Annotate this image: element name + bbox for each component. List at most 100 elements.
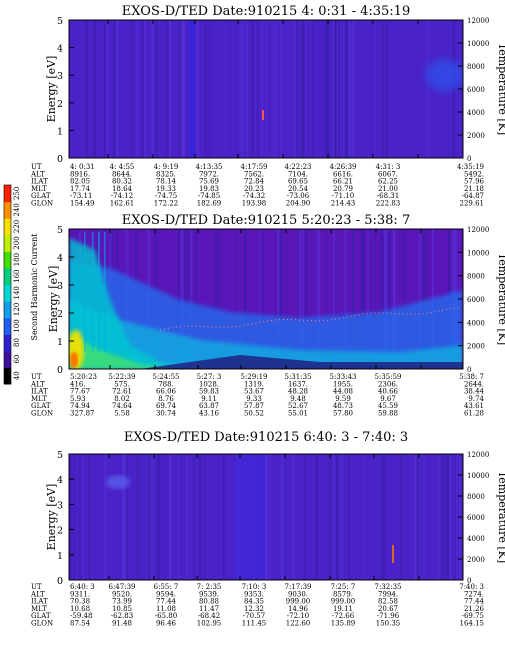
orbit-cell: 91.48: [112, 620, 132, 628]
orbit-cell: 48.28: [288, 388, 308, 396]
intensity-streak: [193, 454, 195, 580]
orbit-cell: 40.66: [378, 388, 399, 396]
intensity-streak: [381, 20, 384, 158]
orbit-cell: 17.74: [70, 185, 91, 193]
orbit-cell: 57.87: [244, 402, 264, 410]
intensity-streak: [181, 229, 184, 369]
intensity-region-green: [69, 330, 180, 369]
intensity-streak: [251, 20, 254, 158]
orbit-cell: 8644.: [112, 170, 132, 178]
spectrogram-panel-3: EXOS-D/TED Date:910215 6:40: 3 - 7:40: 3…: [30, 430, 505, 628]
orbit-cell: 214.43: [331, 200, 356, 208]
orbit-cell: 48.73: [333, 402, 353, 410]
orbit-cell: 11.47: [199, 605, 219, 613]
y2-axis-label: Temperature [K]: [496, 253, 505, 345]
y2-tick-label: 2000: [467, 556, 485, 564]
orbit-cell: 7562.: [244, 170, 264, 178]
intensity-streak: [276, 20, 278, 158]
orbit-cell: 53.67: [244, 388, 264, 396]
orbit-cell: 62.25: [378, 178, 398, 186]
y-tick-label: 0: [57, 154, 63, 165]
intensity-streak: [169, 454, 172, 580]
orbit-cell: 6067.: [378, 170, 398, 178]
orbit-cell: 63.87: [199, 402, 219, 410]
intensity-streak: [150, 454, 153, 580]
orbit-cell: -62.83: [111, 612, 133, 620]
intensity-streak: [325, 229, 328, 369]
orbit-cell: 7972.: [199, 170, 219, 178]
intensity-streak: [296, 20, 299, 158]
intensity-spot: [262, 110, 264, 120]
orbit-cell: 7994.: [378, 590, 398, 598]
orbit-cell: 14.96: [288, 605, 309, 613]
intensity-streak: [106, 20, 109, 158]
orbit-cell: 9.11: [201, 395, 217, 403]
orbit-cell: 154.49: [70, 200, 95, 208]
intensity-peak-orange: [70, 352, 78, 368]
intensity-streak: [157, 20, 160, 158]
intensity-streak: [145, 454, 149, 580]
orbit-cell: -73.11: [70, 192, 92, 200]
orbit-cell: 4: 4:55: [110, 163, 135, 171]
y2-tick-label: 0: [467, 155, 471, 163]
orbit-cell: 999.00: [331, 598, 356, 606]
y-tick-label: 0: [57, 365, 63, 376]
orbit-cell: 80.32: [112, 178, 132, 186]
intensity-streak: [182, 20, 185, 158]
orbit-row-label: ILAT: [31, 178, 48, 186]
orbit-cell: 59.83: [199, 388, 219, 396]
orbit-row-label: UT: [31, 583, 42, 591]
orbit-cell: 19.11: [333, 605, 353, 613]
intensity-streak: [265, 454, 268, 580]
orbit-cell: 222.83: [376, 200, 401, 208]
orbit-cell: 18.64: [112, 185, 133, 193]
orbit-cell: 21.00: [378, 185, 398, 193]
y2-tick-label: 8000: [467, 273, 485, 281]
colorbar-tick-label: 140: [13, 286, 21, 299]
spectrogram-field: [69, 454, 462, 580]
orbit-row-label: ILAT: [31, 388, 48, 396]
orbit-cell: 6:47:39: [109, 583, 136, 591]
intensity-streak: [233, 20, 236, 158]
y-tick-label: 5: [57, 450, 63, 461]
orbit-cell: -72.10: [287, 612, 309, 620]
orbit-cell: 74.94: [70, 402, 91, 410]
intensity-streak: [329, 454, 332, 580]
intensity-streak: [178, 229, 180, 369]
spectrogram-field: [85, 20, 463, 158]
intensity-streak: [382, 454, 386, 580]
intensity-streak: [103, 454, 106, 580]
y-tick-label: 4: [57, 475, 63, 486]
orbit-row-label: ALT: [30, 590, 45, 598]
spectrogram-panel-1: EXOS-D/TED Date:910215 4: 0:31 - 4:35:19…: [30, 4, 505, 208]
intensity-streak: [414, 454, 417, 580]
orbit-cell: 43.61: [464, 402, 484, 410]
y-tick-label: 3: [57, 500, 63, 511]
intensity-streak: [151, 454, 155, 580]
orbit-cell: 6:40: 3: [70, 583, 95, 591]
intensity-streak: [447, 454, 450, 580]
orbit-cell: 193.98: [242, 200, 267, 208]
y2-tick-label: 10000: [467, 472, 489, 480]
intensity-streak: [380, 454, 384, 580]
orbit-cell: 66.21: [333, 178, 353, 186]
orbit-cell: 9539.: [199, 590, 219, 598]
orbit-row-label: ILAT: [31, 598, 48, 606]
orbit-cell: 575.: [114, 380, 130, 388]
intensity-streak: [234, 20, 237, 158]
intensity-streak: [280, 454, 282, 580]
colorbar-tick-label: 180: [13, 253, 21, 266]
orbit-cell: 5:24:55: [153, 373, 180, 381]
intensity-streak: [380, 229, 383, 369]
intensity-streak: [438, 454, 441, 580]
intensity-streak: [336, 20, 338, 158]
orbit-cell: 5.93: [70, 395, 86, 403]
orbit-cell: 87.54: [70, 620, 91, 628]
intensity-streak: [168, 20, 171, 158]
panel-title: EXOS-D/TED Date:910215 5:20:23 - 5:38: 7: [122, 213, 410, 228]
y-tick-label: 1: [57, 551, 63, 562]
orbit-cell: 7:10: 3: [242, 583, 267, 591]
colorbar-segment: [4, 301, 11, 319]
orbit-row-label: GLON: [31, 410, 53, 418]
orbit-cell: 9311.: [70, 590, 90, 598]
